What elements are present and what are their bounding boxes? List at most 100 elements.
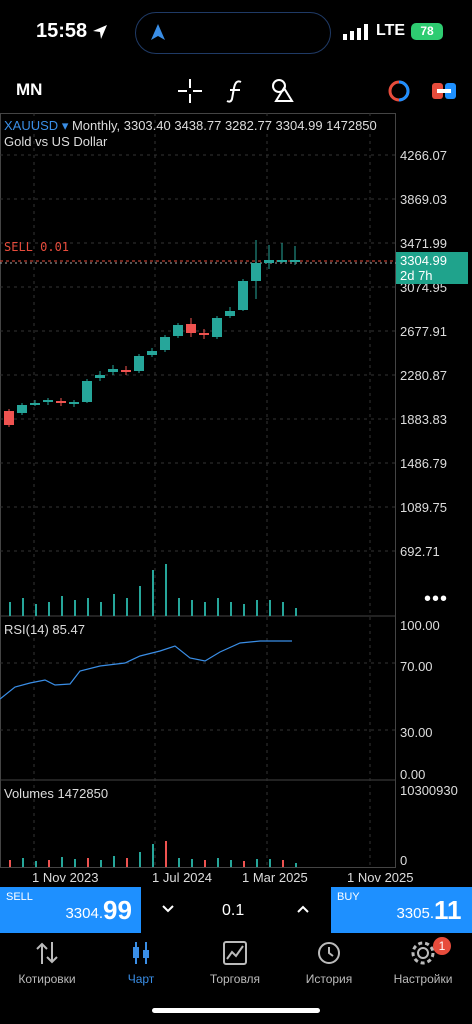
volume-bars bbox=[9, 564, 297, 616]
buy-label: BUY bbox=[337, 891, 360, 903]
candle-body bbox=[264, 260, 274, 263]
candle-body bbox=[43, 400, 53, 402]
current-price-badge: 3304.99 2d 7h bbox=[396, 252, 468, 284]
chart-icon bbox=[133, 942, 149, 964]
nav-label: История bbox=[305, 972, 353, 986]
nav-trade[interactable]: Торговля bbox=[188, 940, 282, 986]
volume-bar bbox=[9, 860, 11, 867]
volume-bar bbox=[269, 600, 271, 616]
status-time: 15:58 bbox=[36, 20, 88, 42]
candle-body bbox=[82, 381, 92, 402]
candle-body bbox=[134, 356, 144, 371]
volume-bar bbox=[295, 863, 297, 867]
candle-body bbox=[108, 369, 118, 372]
signal-icon bbox=[343, 24, 368, 40]
volume-bar bbox=[139, 852, 141, 867]
candle-body bbox=[199, 333, 209, 335]
volume-bar bbox=[35, 861, 37, 867]
volume-bar bbox=[35, 604, 37, 616]
quotes-icon bbox=[36, 942, 58, 964]
candle-body bbox=[30, 403, 40, 405]
volume-bar bbox=[165, 841, 167, 867]
volume-bar bbox=[217, 858, 219, 867]
nav-chart[interactable]: Чарт bbox=[94, 940, 188, 986]
volume-bar bbox=[191, 600, 193, 616]
rsi-line bbox=[0, 640, 292, 700]
price-tick: 1883.83 bbox=[400, 412, 447, 427]
volume-bar bbox=[126, 598, 128, 616]
volume-bar bbox=[74, 600, 76, 616]
buy-button[interactable]: BUY 3305. 11 bbox=[331, 887, 472, 933]
volume-bar bbox=[243, 604, 245, 616]
battery-icon: 78 bbox=[411, 23, 443, 40]
volume-bar bbox=[113, 594, 115, 616]
candle-body bbox=[121, 370, 131, 372]
more-icon[interactable]: ••• bbox=[424, 588, 449, 610]
volume-bar bbox=[100, 860, 102, 867]
decrease-lot-icon[interactable] bbox=[161, 904, 175, 914]
candle-body bbox=[225, 311, 235, 316]
chart-symbol-info: XAUUSD ▾ Monthly, 3303.40 3438.77 3282.7… bbox=[4, 118, 377, 134]
one-click-trading-icon[interactable] bbox=[387, 79, 411, 103]
sell-button[interactable]: SELL 3304. 99 bbox=[0, 887, 141, 933]
volume-bar bbox=[87, 858, 89, 867]
objects-icon[interactable] bbox=[270, 78, 294, 102]
timeframe-button[interactable]: MN bbox=[16, 80, 43, 99]
volume-bar bbox=[9, 602, 11, 616]
candle-body bbox=[251, 263, 261, 281]
candle-body bbox=[290, 260, 300, 262]
chart-symbol[interactable]: XAUUSD bbox=[4, 118, 59, 133]
crosshair-icon[interactable] bbox=[178, 79, 202, 103]
indicators-icon[interactable] bbox=[226, 79, 246, 103]
sell-label: SELL bbox=[6, 891, 33, 903]
volume-tick: 10300930 bbox=[400, 783, 458, 798]
volume-bar bbox=[282, 602, 284, 616]
volume-bar bbox=[152, 570, 154, 616]
rsi-tick: 30.00 bbox=[400, 725, 433, 740]
volume-bar bbox=[204, 602, 206, 616]
trade-panel-icon[interactable] bbox=[431, 80, 457, 102]
price-chart[interactable] bbox=[0, 113, 472, 888]
volume-bar bbox=[74, 859, 76, 867]
price-tick: 3471.99 bbox=[400, 236, 447, 251]
candle-body bbox=[56, 401, 66, 403]
volume-bar bbox=[48, 860, 50, 867]
nav-quotes[interactable]: Котировки bbox=[0, 940, 94, 986]
nav-settings[interactable]: Настройки bbox=[376, 940, 470, 986]
volume-bar bbox=[22, 858, 24, 867]
settings-notification-badge: 1 bbox=[433, 937, 451, 955]
current-price: 3304.99 bbox=[400, 253, 447, 268]
lot-size[interactable]: 0.1 bbox=[222, 902, 245, 919]
sell-position-label[interactable]: SELL 0.01 bbox=[4, 240, 70, 254]
price-tick: 692.71 bbox=[400, 544, 440, 559]
price-tick: 2280.87 bbox=[400, 368, 447, 383]
candle-body bbox=[69, 402, 79, 404]
nav-label: Настройки bbox=[393, 972, 453, 986]
chart-frame bbox=[0, 113, 396, 868]
volumes-label: Volumes 1472850 bbox=[4, 786, 109, 801]
nav-label: Котировки bbox=[18, 972, 76, 986]
buy-price: 3305. 11 bbox=[396, 895, 462, 925]
volume-bar bbox=[178, 598, 180, 616]
volume-bar bbox=[100, 602, 102, 616]
volume-bar bbox=[204, 860, 206, 867]
price-tick: 1486.79 bbox=[400, 456, 447, 471]
candle-body bbox=[95, 375, 105, 378]
gear-icon bbox=[411, 941, 435, 965]
date-tick: 1 Nov 2025 bbox=[347, 870, 414, 885]
rsi-tick: 100.00 bbox=[400, 618, 440, 633]
volume-bar bbox=[113, 856, 115, 867]
candle-body bbox=[17, 405, 27, 413]
candle-body bbox=[147, 351, 157, 355]
volume-bar bbox=[152, 844, 154, 867]
volume-bar bbox=[269, 859, 271, 867]
rsi-label: RSI(14) 85.47 bbox=[4, 622, 85, 637]
nav-history[interactable]: История bbox=[282, 940, 376, 986]
increase-lot-icon[interactable] bbox=[296, 904, 310, 914]
candle-body bbox=[277, 260, 287, 262]
volume-bar bbox=[22, 598, 24, 616]
sell-price: 3304. 99 bbox=[65, 895, 132, 925]
home-indicator bbox=[152, 1008, 320, 1013]
symbol-dropdown-icon[interactable]: ▾ bbox=[61, 118, 69, 133]
volume-bar bbox=[178, 858, 180, 867]
